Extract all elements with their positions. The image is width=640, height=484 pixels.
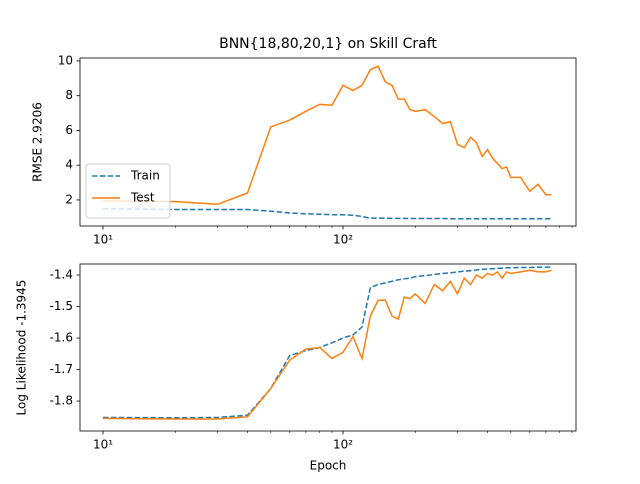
legend-label: Train [130,169,160,183]
y-tick-label: 8 [65,88,73,102]
x-tick-label: 10¹ [93,438,113,452]
x-tick-label: 10² [333,233,353,247]
y-tick-label: -1.7 [50,362,73,376]
legend-box [85,163,171,219]
y-axis-label: RMSE 2.9206 [31,102,45,182]
axes-frame [79,263,577,432]
x-tick-label: 10¹ [93,233,113,247]
y-tick-label: 6 [65,123,73,137]
y-axis-label: Log Likelihood -1.3945 [15,280,29,416]
legend-label: Test [130,191,155,205]
series-line [102,266,552,419]
y-tick-label: 4 [65,158,73,172]
series-line [102,207,552,220]
series-line [102,269,552,420]
axes-frame [79,57,577,227]
y-tick-label: -1.6 [50,331,73,345]
y-tick-label: 10 [58,53,73,67]
y-tick-label: -1.4 [50,268,73,282]
x-axis-label: Epoch [310,459,347,473]
series-line [102,65,552,206]
y-tick-label: 2 [65,192,73,206]
y-tick-label: -1.8 [50,394,73,408]
y-tick-label: -1.5 [50,299,73,313]
chart-title: BNN{18,80,20,1} on Skill Craft [219,36,437,52]
x-tick-label: 10² [333,438,353,452]
